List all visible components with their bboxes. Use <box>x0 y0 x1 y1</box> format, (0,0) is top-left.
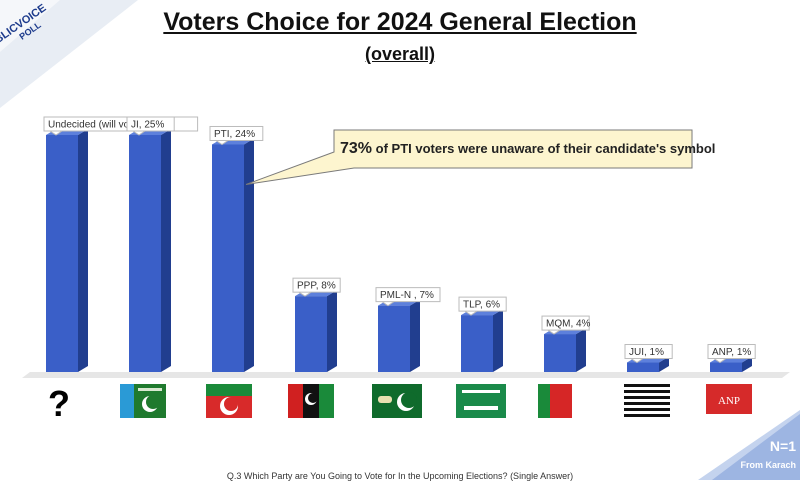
publicvoice-logo-shape <box>0 0 138 108</box>
chart-subtitle: (overall) <box>364 44 436 64</box>
floor-shadow <box>22 372 790 378</box>
data-label-text: MQM, 4% <box>546 319 591 330</box>
chart-floor <box>22 372 790 378</box>
mqm-flag-icon <box>538 384 572 418</box>
jui-flag-icon <box>624 384 670 417</box>
bar <box>129 129 171 372</box>
bar-front <box>461 315 493 372</box>
data-label-box <box>375 287 441 303</box>
data-label-box <box>541 315 590 331</box>
data-label-text: JUI, 1% <box>629 347 664 358</box>
chart-title: Voters Choice for 2024 General Election <box>163 8 637 36</box>
data-label-box <box>126 116 175 132</box>
bar-front <box>212 144 244 372</box>
data-label-box <box>624 344 673 360</box>
pmln-flag-icon <box>372 384 422 418</box>
data-label-pointer <box>132 130 146 136</box>
bar-front <box>46 135 78 372</box>
data-label: JI, 25% <box>126 116 175 136</box>
data-label-pointer <box>547 329 561 335</box>
data-label-text: PPP, 8% <box>297 281 336 292</box>
data-label-box <box>209 125 264 141</box>
data-label: ANP, 1% <box>707 344 756 364</box>
survey-question: Q.3 Which Party are You Going to Vote fo… <box>226 471 574 481</box>
sample-size: N=1 <box>769 438 796 454</box>
data-label-text: ANP, 1% <box>712 347 751 358</box>
data-label-text: Undecided (will vote), 25% <box>48 120 166 131</box>
bar-side <box>659 356 669 372</box>
data-labels-group: Undecided (will vote), 25%JI, 25% PTI, 24… <box>43 116 756 364</box>
anp-flag-text: ANP <box>718 395 740 407</box>
bar-side <box>410 299 420 372</box>
callout-highlight: 73% <box>340 140 373 157</box>
data-label-text: PML-N , 7% <box>380 290 434 301</box>
callout-body: of PTI voters were unaware of their cand… <box>375 141 716 156</box>
ji-flag-icon <box>120 384 166 418</box>
bar-side <box>493 309 503 372</box>
bar-side <box>742 356 752 372</box>
question-mark-icon: ? <box>48 383 70 424</box>
data-label-pointer <box>381 301 395 307</box>
pti-flag-icon <box>206 384 252 418</box>
bar-side <box>327 290 337 372</box>
bar-front <box>378 305 410 372</box>
data-label: PML-N , 7% <box>375 287 441 307</box>
data-label-pointer <box>630 358 644 364</box>
bar <box>212 138 254 372</box>
data-label: JUI, 1% <box>624 344 673 364</box>
bar <box>46 129 88 372</box>
bar-front <box>544 334 576 372</box>
data-label-box <box>458 296 507 312</box>
bar <box>461 309 503 372</box>
bar-front <box>627 362 659 372</box>
callout-text: 73% of PTI voters were unaware of their … <box>340 137 715 161</box>
data-label-text: TLP, 6% <box>463 300 500 311</box>
data-label-box <box>292 277 341 293</box>
data-label: PPP, 8% <box>292 277 341 297</box>
bar <box>295 290 337 372</box>
bar <box>544 328 586 372</box>
bar <box>378 299 420 372</box>
data-label: TLP, 6% <box>458 296 507 316</box>
callout-shape <box>245 129 693 185</box>
bar-side <box>576 328 586 372</box>
bar-side <box>244 138 254 372</box>
data-label: PTI, 24% <box>209 125 264 146</box>
data-label-text: PTI, 24% <box>214 129 255 140</box>
data-label-pointer <box>298 291 312 297</box>
bars-group <box>46 129 752 372</box>
data-label-pointer <box>464 310 478 316</box>
callout-bubble <box>245 129 693 185</box>
data-label-pointer <box>713 358 727 364</box>
data-label-box <box>707 344 756 360</box>
ppp-flag-icon <box>288 384 334 418</box>
bar-front <box>295 296 327 372</box>
bar-front <box>129 135 161 372</box>
sample-source: From Karach <box>740 460 796 470</box>
anp-flag-icon: ANP <box>706 384 752 414</box>
tlp-flag-icon <box>456 384 506 418</box>
data-label: MQM, 4% <box>541 315 591 335</box>
data-label-pointer <box>49 130 63 136</box>
data-label-text: JI, 25% <box>131 120 164 131</box>
bar-side <box>78 129 88 372</box>
data-label-pointer <box>215 140 229 146</box>
bar-side <box>161 129 171 372</box>
corner-decoration <box>698 410 800 480</box>
bar-front <box>710 362 742 372</box>
